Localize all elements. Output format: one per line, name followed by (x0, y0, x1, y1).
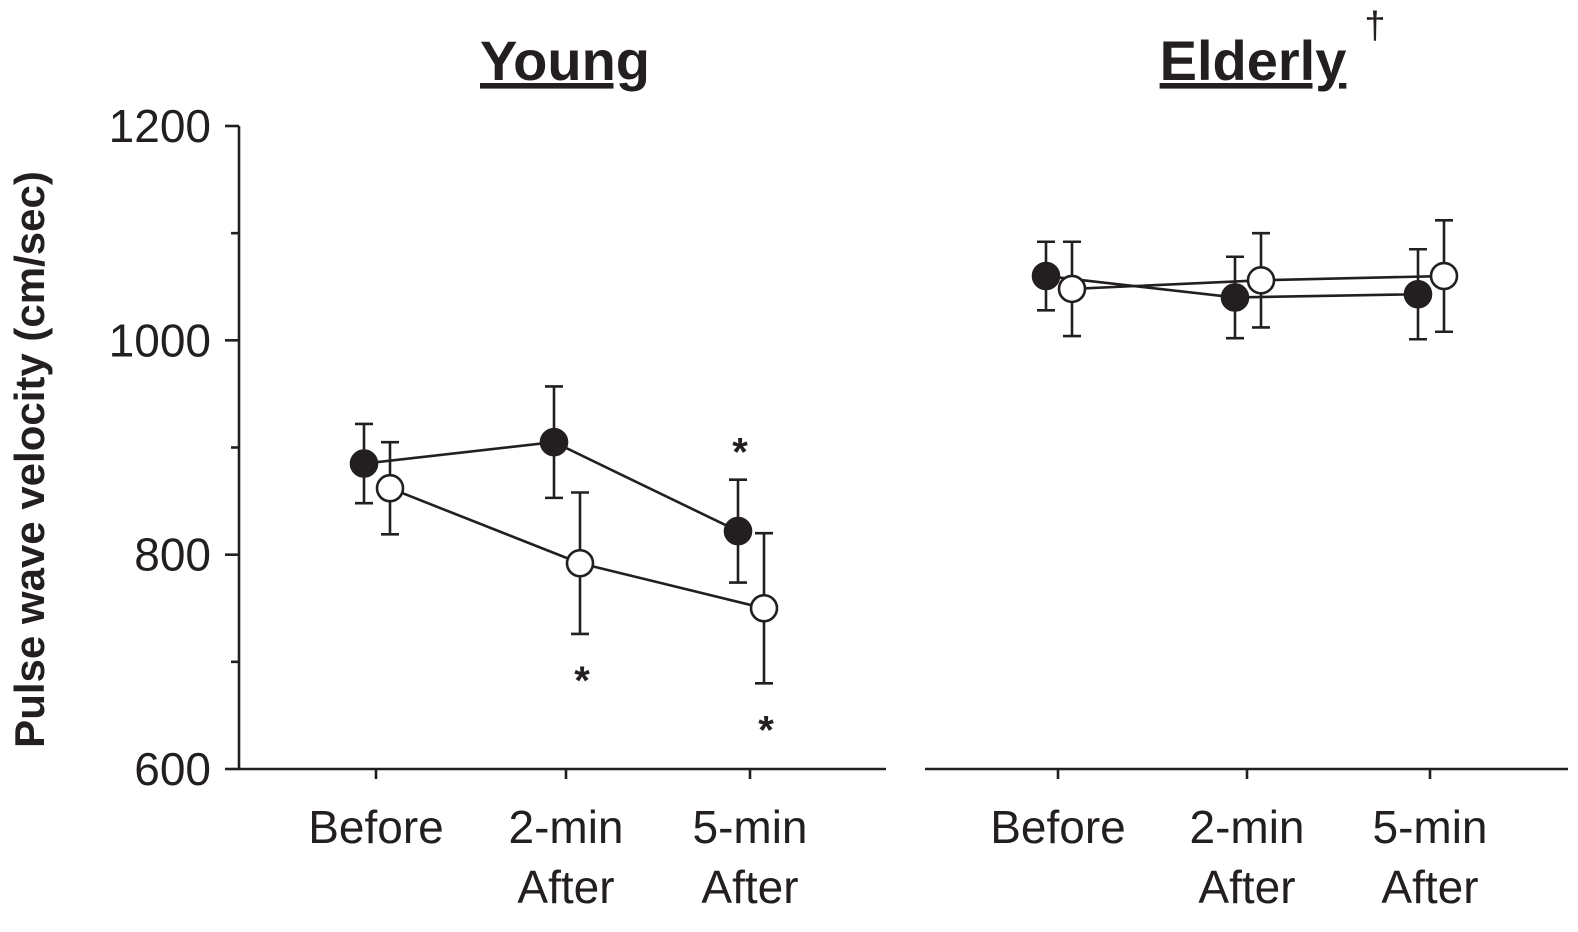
x-tick-label: After (1198, 861, 1295, 913)
data-point-filled (723, 516, 753, 546)
series-open-circle (1057, 219, 1459, 338)
x-tick-label: 2-min (1189, 801, 1304, 853)
series-filled-circle: * (349, 385, 753, 584)
panel-elderly: Elderly † Before 2-min After 5-min After (925, 5, 1568, 913)
data-point-filled (1220, 283, 1250, 312)
panel-title: Elderly (1160, 29, 1347, 92)
x-tick-label: Before (990, 801, 1126, 853)
y-axis-title: Pulse wave velocity (cm/sec) (6, 171, 53, 748)
y-tick-label: 600 (134, 743, 211, 795)
significance-asterisk: * (732, 431, 748, 475)
y-axis: 600 800 1000 1200 Pulse wave velocity (cm/se… (6, 100, 241, 795)
data-point-open (1246, 266, 1276, 295)
series-line (389, 487, 765, 610)
data-point-open (749, 593, 779, 623)
data-point-open (1057, 274, 1087, 304)
y-tick-label: 1200 (109, 100, 211, 152)
x-tick-label: 5-min (692, 801, 807, 853)
series-open-circle: ** (375, 440, 779, 752)
significance-asterisk: * (574, 659, 590, 703)
x-tick-label: After (517, 861, 614, 913)
x-tick-label: 2-min (508, 801, 623, 853)
data-point-filled (539, 427, 569, 457)
series-filled-circle (1031, 240, 1433, 341)
x-tick-label: After (701, 861, 798, 913)
data-point-open (375, 473, 405, 503)
x-tick-label: 5-min (1372, 801, 1487, 853)
data-point-filled (1031, 261, 1061, 291)
significance-asterisk: * (758, 708, 774, 752)
y-tick-label: 800 (134, 529, 211, 581)
data-point-open (1429, 261, 1459, 291)
panel-title: Young (480, 29, 650, 92)
data-point-filled (1403, 279, 1433, 309)
y-tick-label: 1000 (109, 314, 211, 366)
data-point-filled (349, 449, 379, 478)
x-tick-label: After (1381, 861, 1478, 913)
x-tick-label: Before (308, 801, 444, 853)
significance-dagger: † (1364, 5, 1385, 47)
data-point-open (565, 548, 595, 578)
